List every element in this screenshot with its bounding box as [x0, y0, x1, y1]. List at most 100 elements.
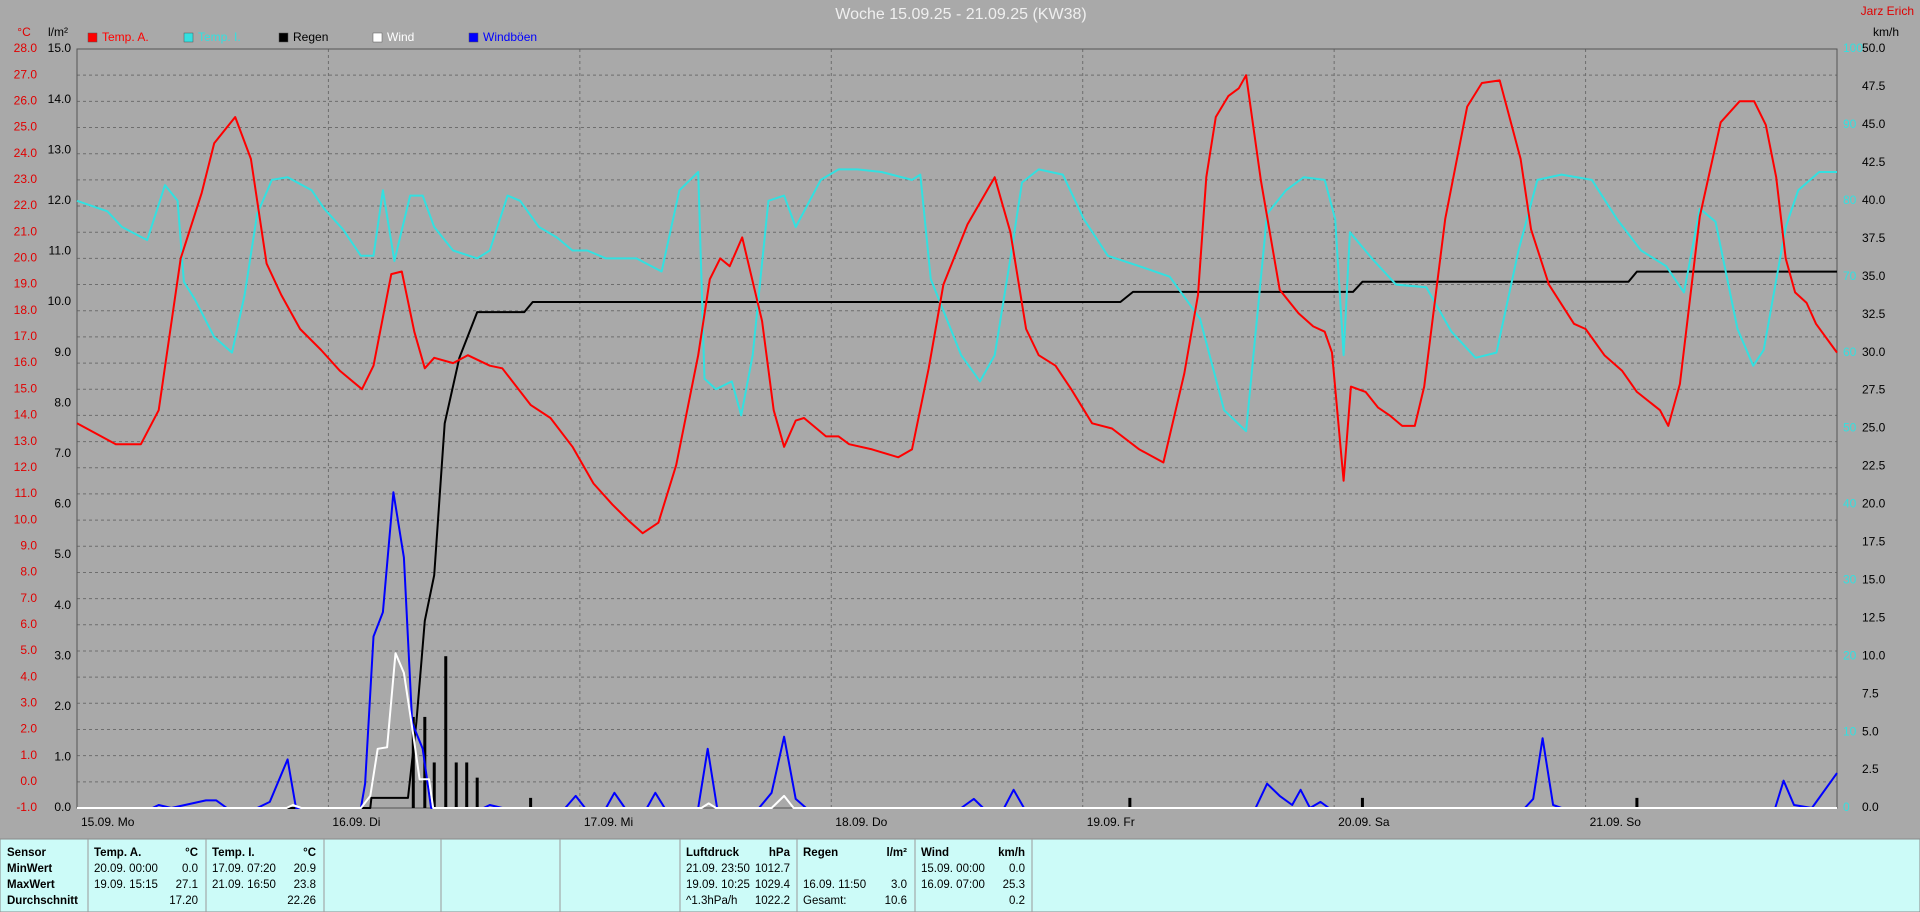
table-cell: 27.1 — [176, 879, 198, 891]
y2-tick-label: 3.0 — [54, 648, 71, 662]
y4-tick-label: 90 — [1843, 117, 1857, 131]
rain-bar — [454, 762, 458, 808]
row-label: Durchschnitt — [7, 895, 78, 907]
y3-tick-label: 35.0 — [1862, 269, 1886, 283]
y3-tick-label: 47.5 — [1862, 79, 1886, 93]
rain-bar — [465, 762, 469, 808]
y3-tick-label: 27.5 — [1862, 383, 1886, 397]
y2-tick-label: 14.0 — [48, 92, 72, 106]
y3-tick-label: 0.0 — [1862, 800, 1879, 814]
table-cell: 19.09. 15:15 — [94, 879, 158, 891]
table-cell: 3.0 — [891, 879, 907, 891]
y2-unit: l/m² — [48, 25, 68, 39]
legend-swatch — [183, 32, 194, 43]
y-tick-label: 27.0 — [14, 67, 38, 81]
y2-tick-label: 11.0 — [49, 244, 72, 258]
y-tick-label: 6.0 — [20, 617, 37, 631]
x-tick-label: 15.09. Mo — [81, 815, 135, 829]
y4-tick-label: 40 — [1843, 497, 1857, 511]
y4-tick-label: 100 — [1843, 41, 1863, 55]
y-tick-label: 9.0 — [20, 538, 37, 552]
x-tick-label: 21.09. So — [1590, 815, 1642, 829]
y2-tick-label: 7.0 — [54, 446, 71, 460]
x-tick-label: 18.09. Do — [835, 815, 887, 829]
y-tick-label: 24.0 — [14, 146, 38, 160]
y-tick-label: 17.0 — [14, 329, 38, 343]
y3-tick-label: 7.5 — [1862, 686, 1879, 700]
y2-tick-label: 12.0 — [48, 193, 72, 207]
y-tick-label: 2.0 — [20, 722, 37, 736]
y3-tick-label: 17.5 — [1862, 535, 1886, 549]
legend-swatch — [468, 32, 479, 43]
table-cell: ^1.3hPa/h — [686, 895, 737, 907]
legend-label: Temp. I. — [198, 30, 241, 44]
legend-swatch — [87, 32, 98, 43]
y-tick-label: 21.0 — [14, 224, 38, 238]
table-cell: Luftdruck — [686, 847, 740, 859]
y4-tick-label: 10 — [1843, 724, 1857, 738]
y-tick-label: 0.0 — [20, 774, 37, 788]
y3-tick-label: 10.0 — [1862, 648, 1886, 662]
table-cell: km/h — [998, 847, 1025, 859]
y3-tick-label: 32.5 — [1862, 307, 1886, 321]
y3-tick-label: 5.0 — [1862, 724, 1879, 738]
y2-tick-label: 1.0 — [54, 750, 71, 764]
legend-label: Wind — [387, 30, 414, 44]
y-tick-label: 8.0 — [20, 565, 37, 579]
table-cell: Temp. I. — [212, 847, 255, 859]
legend-swatch — [278, 32, 289, 43]
y-tick-label: 15.0 — [14, 381, 38, 395]
table-cell: Temp. A. — [94, 847, 141, 859]
table-cell: Wind — [921, 847, 949, 859]
y4-tick-label: 20 — [1843, 648, 1857, 662]
y3-tick-label: 2.5 — [1862, 762, 1879, 776]
legend-label: Windböen — [483, 30, 537, 44]
stats-separators — [87, 839, 1033, 912]
table-cell: 16.09. 11:50 — [803, 879, 866, 891]
y-tick-label: 26.0 — [14, 94, 38, 108]
rain-bar — [1128, 797, 1132, 808]
y-tick-label: 18.0 — [14, 303, 38, 317]
table-cell: Regen — [803, 847, 838, 859]
y3-tick-label: 20.0 — [1862, 497, 1886, 511]
y-tick-label: 22.0 — [14, 198, 38, 212]
y-tick-label: 13.0 — [14, 434, 38, 448]
y-tick-label: -1.0 — [16, 800, 37, 814]
y-tick-label: 1.0 — [20, 748, 37, 762]
y2-tick-label: 13.0 — [48, 142, 72, 156]
table-cell: 21.09. 16:50 — [212, 879, 276, 891]
table-cell: °C — [303, 847, 316, 859]
x-tick-label: 17.09. Mi — [584, 815, 633, 829]
y-tick-label: 20.0 — [14, 251, 38, 265]
y2-tick-label: 4.0 — [54, 598, 71, 612]
y2-tick-label: 8.0 — [54, 395, 71, 409]
table-cell: 0.2 — [1009, 895, 1025, 907]
author: Jarz Erich — [1861, 4, 1914, 18]
y-tick-label: 25.0 — [14, 120, 38, 134]
y4-tick-label: 30 — [1843, 572, 1857, 586]
chart-background — [0, 0, 1920, 839]
legend-swatch — [372, 32, 383, 43]
y-tick-label: 14.0 — [14, 408, 38, 422]
series-line — [76, 168, 1837, 433]
table-cell: °C — [185, 847, 198, 859]
row-label: Sensor — [7, 847, 47, 859]
table-cell: 22.26 — [287, 895, 316, 907]
y3-tick-label: 50.0 — [1862, 41, 1886, 55]
y4-tick-label: 50 — [1843, 421, 1857, 435]
y3-tick-label: 42.5 — [1862, 155, 1886, 169]
table-cell: 17.09. 07:20 — [212, 863, 276, 875]
rain-bar — [1360, 797, 1364, 808]
y-tick-label: 4.0 — [20, 669, 37, 683]
table-cell: Gesamt: — [803, 895, 846, 907]
y-tick-label: 16.0 — [14, 355, 38, 369]
table-cell: 15.09. 00:00 — [921, 863, 985, 875]
y2-tick-label: 5.0 — [54, 547, 71, 561]
y3-tick-label: 40.0 — [1862, 193, 1886, 207]
y-tick-label: 12.0 — [14, 460, 38, 474]
stats-panel — [0, 838, 1920, 912]
table-cell: 25.3 — [1003, 879, 1025, 891]
y-tick-label: 10.0 — [14, 512, 38, 526]
y2-tick-label: 10.0 — [48, 294, 72, 308]
